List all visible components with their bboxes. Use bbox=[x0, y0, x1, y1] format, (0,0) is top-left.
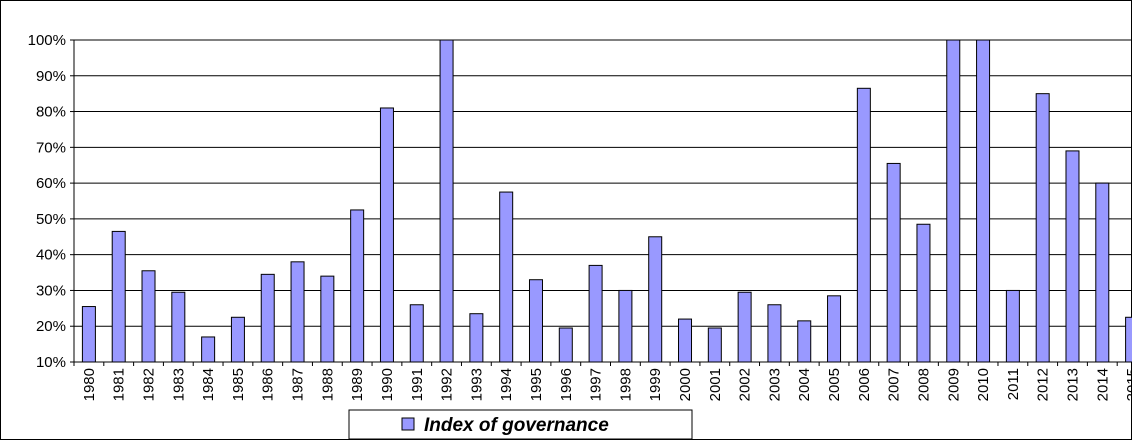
bar-1998 bbox=[618, 289, 633, 363]
y-tick-label: 50% bbox=[36, 211, 66, 228]
legend-label: Index of governance bbox=[424, 415, 609, 436]
x-tick-label: 2012 bbox=[1035, 368, 1052, 401]
y-tick-label: 70% bbox=[36, 139, 66, 156]
x-tick-label: 2011 bbox=[1005, 368, 1022, 400]
y-tick-label: 20% bbox=[36, 318, 66, 335]
bar-2008 bbox=[916, 223, 931, 363]
x-tick-label: 1981 bbox=[111, 368, 128, 401]
y-tick-label: 30% bbox=[36, 282, 66, 299]
bar-1989 bbox=[350, 209, 365, 363]
x-tick-label: 2007 bbox=[886, 368, 903, 401]
x-tick-label: 1999 bbox=[647, 368, 664, 401]
legend-swatch bbox=[401, 417, 415, 431]
x-tick-label: 1993 bbox=[468, 368, 485, 401]
bar-1996 bbox=[558, 327, 573, 363]
x-tick-label: 2010 bbox=[975, 368, 992, 401]
bar-1981 bbox=[111, 230, 126, 363]
bar-1987 bbox=[290, 261, 305, 363]
bar-2009 bbox=[946, 39, 961, 363]
x-axis-ticks: 1980 1981 1982 1983 1984 1985 1986 1987 1988 1989… bbox=[73, 362, 1132, 401]
bar-1997 bbox=[588, 264, 603, 363]
x-tick-label: 1998 bbox=[617, 368, 634, 401]
legend: Index of governance bbox=[348, 409, 693, 440]
bar-2006 bbox=[856, 87, 871, 363]
y-tick-label: 40% bbox=[36, 247, 66, 264]
x-tick-label: 2014 bbox=[1094, 368, 1111, 401]
bar-2002 bbox=[737, 291, 752, 363]
bar-1992 bbox=[439, 39, 454, 363]
bar-1999 bbox=[648, 236, 663, 363]
x-tick-label: 2013 bbox=[1064, 368, 1081, 401]
y-axis-ticks: 10% 20% 30% 40% 50% 60% 70% 80% 90% 100% bbox=[28, 32, 74, 371]
x-tick-label: 2009 bbox=[945, 368, 962, 401]
bar-2013 bbox=[1065, 150, 1080, 363]
x-tick-label: 1986 bbox=[260, 368, 277, 401]
x-tick-label: 1990 bbox=[379, 368, 396, 401]
y-tick-label: 90% bbox=[36, 68, 66, 85]
bar-2001 bbox=[707, 327, 722, 363]
bar-1991 bbox=[409, 304, 424, 363]
x-tick-label: 1980 bbox=[81, 368, 98, 401]
x-tick-label: 2005 bbox=[826, 368, 843, 401]
bar-2003 bbox=[767, 304, 782, 363]
bar-2005 bbox=[827, 295, 842, 363]
bar-2007 bbox=[886, 162, 901, 363]
x-tick-label: 1984 bbox=[200, 368, 217, 401]
x-tick-label: 1991 bbox=[409, 368, 426, 401]
x-tick-label: 1996 bbox=[558, 368, 575, 401]
bars bbox=[81, 39, 1132, 363]
x-tick-label: 1997 bbox=[588, 368, 605, 401]
bar-2012 bbox=[1035, 93, 1050, 363]
x-tick-label: 1992 bbox=[439, 368, 456, 401]
bar-1988 bbox=[320, 275, 335, 363]
x-tick-label: 2003 bbox=[766, 368, 783, 401]
y-tick-label: 10% bbox=[36, 354, 66, 371]
bar-1994 bbox=[499, 191, 514, 363]
bar-1983 bbox=[171, 291, 186, 363]
x-tick-label: 2006 bbox=[856, 368, 873, 401]
x-tick-label: 2000 bbox=[677, 368, 694, 401]
x-tick-label: 2004 bbox=[796, 368, 813, 401]
x-tick-label: 1985 bbox=[230, 368, 247, 401]
bar-1986 bbox=[260, 273, 275, 363]
x-tick-label: 2002 bbox=[737, 368, 754, 401]
y-tick-label: 100% bbox=[28, 32, 66, 49]
bar-2000 bbox=[678, 318, 693, 363]
bar-1990 bbox=[379, 107, 394, 363]
bar-1984 bbox=[201, 336, 216, 363]
bar-1980 bbox=[81, 306, 96, 363]
bar-2015 bbox=[1125, 316, 1132, 363]
x-tick-label: 1983 bbox=[170, 368, 187, 401]
bar-1993 bbox=[469, 313, 484, 363]
bar-2011 bbox=[1005, 289, 1020, 363]
x-tick-label: 1994 bbox=[498, 368, 515, 401]
x-tick-label: 1987 bbox=[290, 368, 307, 401]
x-tick-label: 1982 bbox=[141, 368, 158, 401]
bar-2014 bbox=[1095, 182, 1110, 363]
y-tick-label: 60% bbox=[36, 175, 66, 192]
bar-1995 bbox=[528, 279, 543, 363]
x-tick-label: 1995 bbox=[528, 368, 545, 401]
bar-2010 bbox=[976, 39, 991, 363]
y-tick-label: 80% bbox=[36, 104, 66, 121]
x-tick-label: 1989 bbox=[349, 368, 366, 401]
x-tick-label: 2008 bbox=[915, 368, 932, 401]
bar-2004 bbox=[797, 320, 812, 363]
x-tick-label: 1988 bbox=[319, 368, 336, 401]
bar-1985 bbox=[230, 316, 245, 363]
x-tick-label: 2001 bbox=[707, 368, 724, 401]
x-tick-label: 2015 bbox=[1124, 368, 1132, 401]
bar-1982 bbox=[141, 270, 156, 363]
